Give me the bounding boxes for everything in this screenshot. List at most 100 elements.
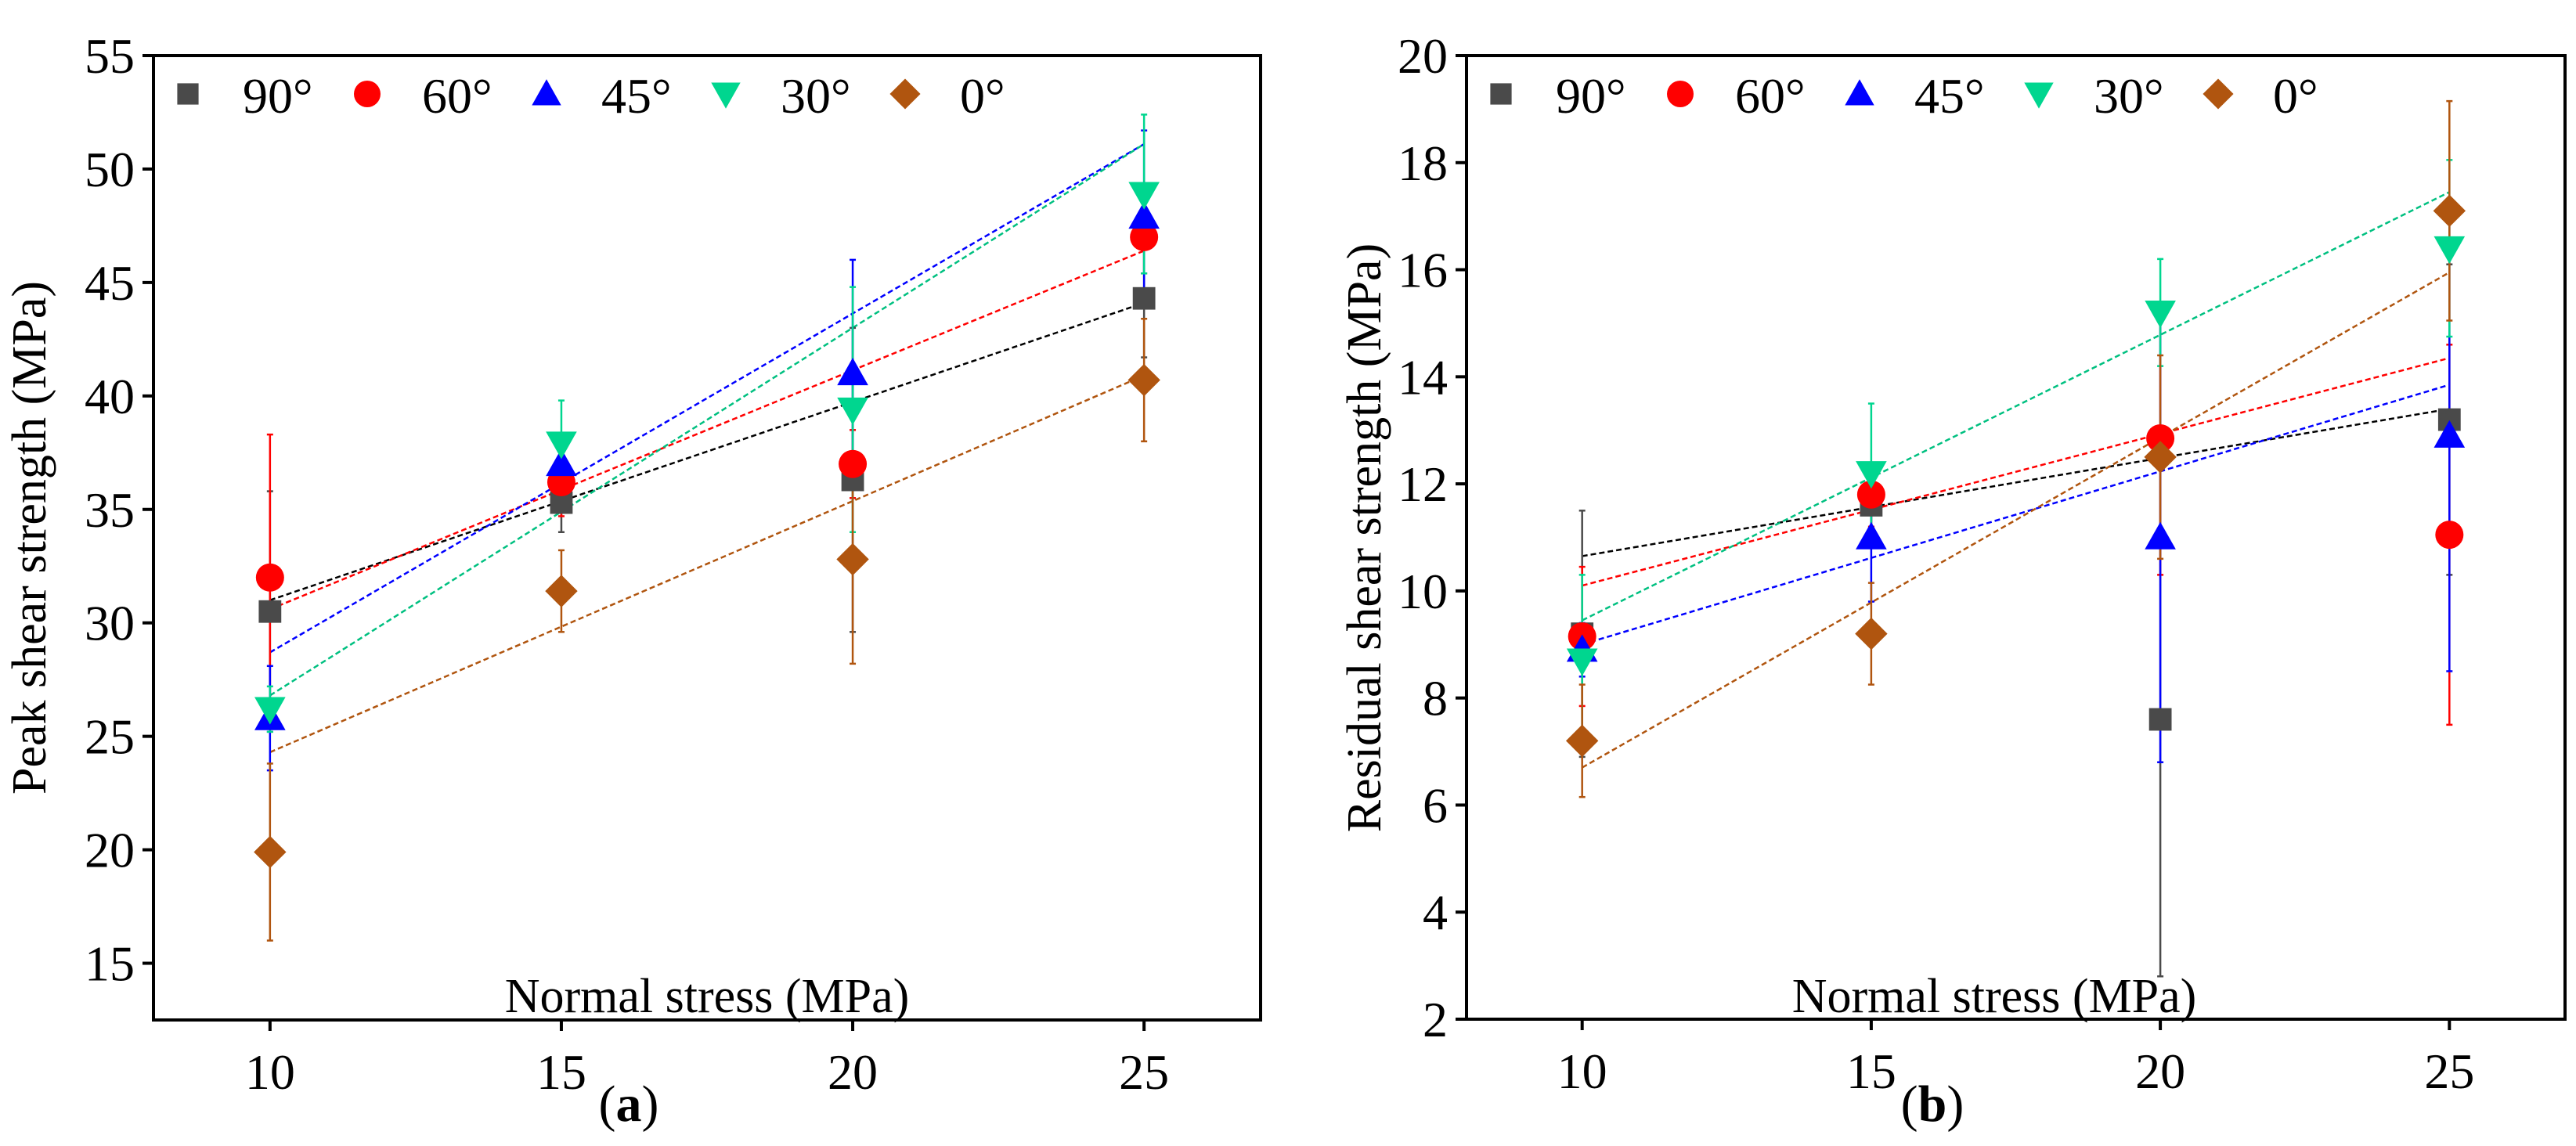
y-tick-label: 20	[85, 823, 135, 878]
data-point-60deg	[1130, 222, 1159, 251]
x-tick-label: 20	[2135, 1043, 2185, 1099]
fit-line-45deg	[1582, 384, 2450, 646]
x-tick-label: 10	[245, 1044, 295, 1100]
data-point-45deg	[837, 358, 868, 386]
x-axis-label: Normal stress (MPa)	[1792, 970, 2197, 1023]
data-point-60deg	[1856, 480, 1885, 509]
y-tick-label: 35	[85, 482, 135, 538]
legend-label: 60°	[422, 68, 492, 124]
legend-label: 45°	[601, 68, 672, 124]
y-tick-label: 2	[1423, 992, 1448, 1047]
y-axis-label: Residual shear strength (MPa)	[1338, 243, 1391, 832]
x-tick-label: 15	[1846, 1043, 1896, 1099]
legend-label: 60°	[1735, 68, 1806, 124]
data-point-90deg	[258, 600, 282, 623]
data-point-45deg	[1128, 201, 1160, 229]
data-point-30deg	[1128, 182, 1160, 210]
data-point-30deg	[254, 697, 286, 725]
data-point-30deg	[2433, 236, 2466, 264]
y-tick-label: 8	[1423, 671, 1448, 726]
y-tick-label: 18	[1398, 135, 1448, 191]
y-axis-label: Peak shear strength (MPa)	[3, 281, 56, 795]
y-tick-label: 6	[1423, 777, 1448, 833]
y-tick-label: 10	[1398, 564, 1448, 619]
fit-line-90deg	[269, 301, 1145, 601]
fit-line-60deg	[269, 250, 1145, 611]
data-point-60deg	[255, 563, 284, 592]
legend-label: 45°	[1914, 68, 1985, 124]
data-point-30deg	[1856, 461, 1887, 489]
y-tick-label: 50	[85, 142, 135, 197]
legend-label: 90°	[1556, 68, 1626, 124]
data-point-0deg	[2433, 194, 2466, 228]
data-point-30deg	[1566, 648, 1598, 676]
fit-line-0deg	[269, 374, 1145, 754]
legend-label: 90°	[243, 68, 313, 124]
x-tick-label: 25	[2424, 1043, 2474, 1099]
y-tick-label: 4	[1423, 885, 1448, 940]
data-point-90deg	[1132, 286, 1156, 310]
legend-marker-45deg	[532, 79, 561, 106]
legend-marker-90deg	[1490, 83, 1512, 105]
y-tick-label: 15	[85, 936, 135, 992]
data-point-45deg	[2433, 420, 2466, 448]
legend-marker-45deg	[1845, 79, 1874, 106]
legend-label: 30°	[2094, 68, 2164, 124]
x-tick-label: 20	[828, 1044, 878, 1100]
data-point-60deg	[2146, 423, 2175, 452]
y-tick-label: 25	[85, 709, 135, 765]
data-point-30deg	[546, 431, 577, 459]
data-point-0deg	[545, 575, 578, 607]
chart-a: Normal stress (MPa) Peak shear strength …	[3, 28, 1262, 1133]
fit-line-60deg	[1582, 357, 2450, 587]
data-point-30deg	[2145, 300, 2176, 329]
y-tick-label: 45	[85, 255, 135, 311]
legend-marker-60deg	[354, 81, 381, 107]
fit-line-0deg	[1582, 271, 2450, 769]
chart-b: Normal stress (MPa) Residual shear stren…	[1338, 28, 2567, 1133]
panel-letter: a	[616, 1076, 642, 1133]
fit-line-30deg	[269, 142, 1145, 697]
legend-marker-60deg	[1667, 81, 1694, 107]
plot-frame	[152, 54, 1262, 1022]
plot-frame	[1465, 54, 2567, 1021]
data-point-0deg	[2144, 441, 2177, 474]
panel-label: (a)	[599, 1076, 659, 1133]
data-point-45deg	[2145, 521, 2176, 550]
data-point-0deg	[1127, 363, 1160, 397]
data-point-30deg	[837, 397, 868, 426]
y-tick-label: 16	[1398, 243, 1448, 298]
y-tick-label: 20	[1398, 28, 1448, 84]
legend-label: 0°	[960, 68, 1005, 124]
y-tick-label: 12	[1398, 456, 1448, 512]
y-tick-label: 14	[1398, 349, 1448, 405]
fit-line-45deg	[269, 142, 1145, 654]
x-tick-label: 25	[1119, 1044, 1169, 1100]
x-axis-label: Normal stress (MPa)	[505, 970, 910, 1023]
x-tick-label: 15	[536, 1044, 586, 1100]
data-point-90deg	[2148, 708, 2172, 731]
panel-letter: b	[1918, 1076, 1947, 1133]
data-point-0deg	[836, 542, 869, 576]
data-point-0deg	[1565, 724, 1599, 758]
fit-line-30deg	[1582, 191, 2450, 622]
x-tick-label: 10	[1557, 1043, 1607, 1099]
data-point-0deg	[1855, 617, 1888, 650]
panel-label: (b)	[1901, 1076, 1964, 1133]
legend-marker-0deg	[889, 78, 921, 110]
data-point-0deg	[254, 835, 287, 869]
legend-marker-30deg	[2024, 82, 2054, 109]
data-point-45deg	[546, 448, 577, 477]
data-point-45deg	[1856, 521, 1887, 550]
data-point-60deg	[839, 449, 868, 478]
legend-label: 30°	[781, 68, 851, 124]
legend-label: 0°	[2273, 68, 2318, 124]
y-tick-label: 40	[85, 369, 135, 424]
y-tick-label: 30	[85, 596, 135, 651]
legend-marker-0deg	[2203, 78, 2234, 110]
fit-line-90deg	[1582, 408, 2450, 557]
data-point-60deg	[2435, 521, 2464, 550]
y-tick-label: 55	[85, 28, 135, 84]
legend-marker-90deg	[177, 83, 199, 105]
